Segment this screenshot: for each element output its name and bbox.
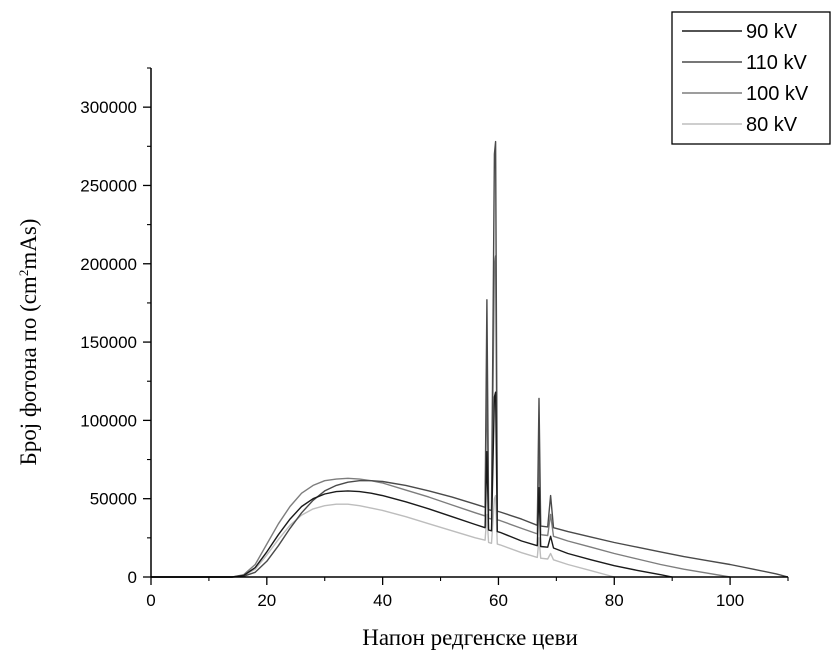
y-axis-title-superscript: 2 (16, 270, 31, 277)
series-line-80-kv (151, 494, 615, 578)
y-tick-label: 150000 (80, 333, 137, 352)
y-axis-title-main: Број фотона по (cm (16, 276, 41, 465)
y-axis-title-tail: mAs) (16, 219, 41, 270)
x-tick-label: 20 (257, 591, 276, 610)
y-tick-label: 250000 (80, 176, 137, 195)
x-tick-label: 100 (716, 591, 744, 610)
y-tick-label: 100000 (80, 411, 137, 430)
x-axis-title: Напон редгенске цеви (362, 625, 578, 650)
series-line-110-kv (151, 140, 789, 578)
legend: 90 kV 110 kV 100 kV 80 kV (671, 11, 831, 145)
series-line-100-kv (151, 255, 731, 578)
legend-label: 110 kV (746, 52, 807, 74)
y-tick-label: 50000 (90, 490, 137, 509)
legend-frame (671, 11, 831, 145)
x-tick-label: 40 (373, 591, 392, 610)
y-tick-label: 200000 (80, 255, 137, 274)
series-layer (151, 140, 789, 578)
x-tick-label: 80 (605, 591, 624, 610)
legend-label: 90 kV (746, 21, 798, 43)
legend-label: 100 kV (746, 83, 809, 105)
y-tick-label: 300000 (80, 98, 137, 117)
x-tick-label: 60 (489, 591, 508, 610)
x-tick-label: 0 (146, 591, 155, 610)
legend-label: 80 kV (746, 114, 798, 136)
axes-layer: 0 20 40 60 80 100 0 50000 100000 150000 200000 2500… (80, 67, 789, 610)
y-axis-title: Број фотона по (cm2mAs) (16, 219, 41, 466)
series-line-90-kv (151, 391, 673, 578)
y-tick-label: 0 (128, 568, 137, 587)
